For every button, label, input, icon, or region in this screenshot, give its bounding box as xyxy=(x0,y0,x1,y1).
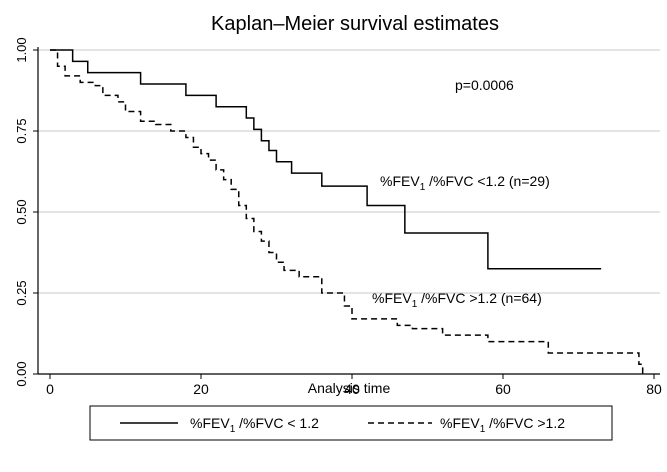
chart-title: Kaplan–Meier survival estimates xyxy=(211,13,499,35)
x-tick-label: 0 xyxy=(46,381,54,397)
x-tick-labels: 0 20 40 60 80 xyxy=(46,381,662,397)
y-tick-label: 0.25 xyxy=(14,280,29,305)
annotation-fev-above: %FEV1 /%FVC >1.2 (n=64) xyxy=(372,290,542,310)
p-value-annotation: p=0.0006 xyxy=(455,77,514,93)
legend-entry-below: %FEV1 /%FVC < 1.2 xyxy=(190,415,319,435)
y-tick-label: 0.50 xyxy=(14,199,29,224)
x-tick-label: 80 xyxy=(646,381,662,397)
y-tick-labels: 0.00 0.25 0.50 0.75 1.00 xyxy=(14,37,29,386)
survival-curves xyxy=(50,49,644,374)
x-tick-label: 60 xyxy=(495,381,511,397)
y-tick-label: 0.75 xyxy=(14,118,29,143)
legend-box xyxy=(89,405,613,441)
x-axis-label: Analysis time xyxy=(308,380,391,396)
x-tick-label: 20 xyxy=(193,381,209,397)
axes xyxy=(33,47,660,379)
gridlines xyxy=(38,49,660,294)
y-tick-label: 1.00 xyxy=(14,37,29,62)
y-tick-label: 0.00 xyxy=(14,361,29,386)
legend: %FEV1 /%FVC < 1.2 %FEV1 /%FVC >1.2 xyxy=(89,405,613,441)
legend-entry-above: %FEV1 /%FVC >1.2 xyxy=(440,415,565,435)
annotation-fev-below: %FEV1 /%FVC <1.2 (n=29) xyxy=(380,173,550,193)
x-tick-label: 40 xyxy=(344,381,360,397)
survival-curve-below xyxy=(50,49,602,270)
